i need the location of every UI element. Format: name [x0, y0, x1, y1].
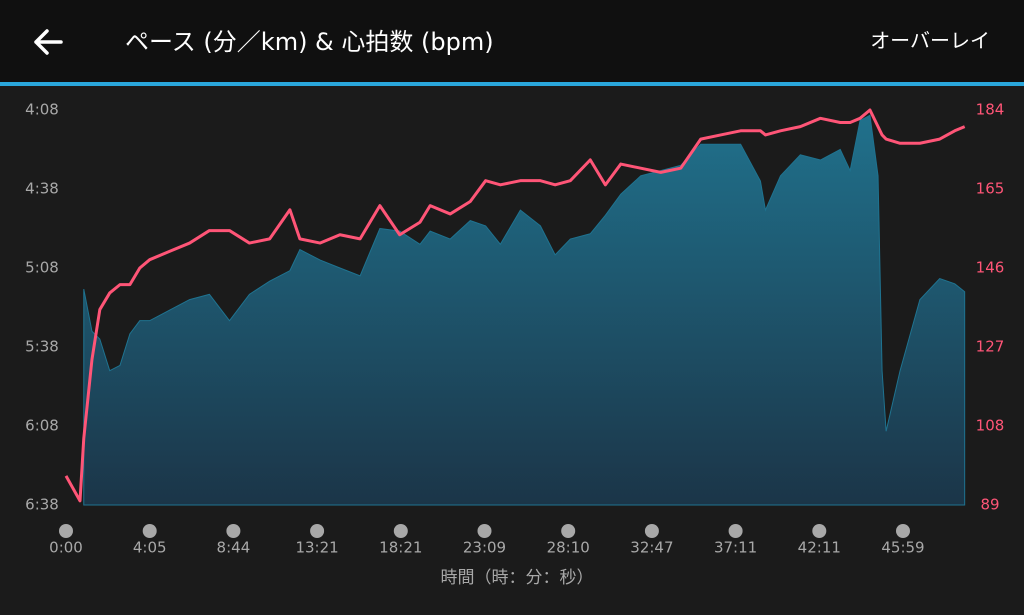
x-tick-dot [226, 524, 241, 538]
x-tick-label: 37:11 [714, 539, 757, 557]
y-tick-label: 6:08 [25, 417, 59, 435]
y2-tick-label: 184 [976, 101, 1005, 119]
heart-rate-line [64, 108, 966, 503]
x-tick-dot [896, 524, 910, 538]
app-bar-underline [0, 82, 1024, 86]
x-tick-dot [728, 524, 743, 538]
chart-title: ペース (分／km) & 心拍数 (bpm) [125, 28, 494, 56]
y2-tick-label: 127 [976, 338, 1005, 356]
overlay-button[interactable]: オーバーレイ [870, 29, 990, 53]
x-tick-dot [477, 524, 492, 538]
y-tick-label: 5:38 [25, 338, 59, 356]
x-tick-dot [393, 524, 408, 538]
x-tick-dot [644, 524, 659, 538]
x-tick-label: 0:00 [49, 539, 83, 557]
x-tick-dot [310, 524, 325, 538]
pace-area [83, 114, 966, 506]
x-tick-label: 18:21 [379, 539, 422, 557]
y2-tick-label: 146 [976, 259, 1005, 277]
y2-tick-label: 165 [976, 180, 1005, 198]
x-tick-label: 45:59 [881, 539, 924, 557]
x-tick-label: 23:09 [463, 539, 506, 557]
back-button[interactable] [34, 29, 63, 55]
x-axis-title: 時間（時：分：秒） [441, 568, 594, 588]
y-tick-label: 6:38 [25, 496, 59, 514]
y-tick-label: 5:08 [25, 259, 59, 277]
app-bar [0, 0, 1024, 83]
y2-tick-label: 108 [976, 417, 1005, 435]
x-tick-dot [812, 524, 827, 538]
x-tick-label: 8:44 [217, 539, 251, 557]
y2-tick-label: 89 [980, 496, 999, 514]
x-tick-dot [59, 524, 73, 538]
x-tick-dot [142, 524, 157, 538]
y-tick-label: 4:38 [25, 180, 59, 198]
x-tick-label: 42:11 [798, 539, 841, 557]
x-tick-label: 4:05 [133, 539, 167, 557]
y-tick-label: 4:08 [25, 101, 59, 119]
x-tick-label: 28:10 [547, 539, 590, 557]
x-tick-dot [561, 524, 576, 538]
x-tick-label: 13:21 [295, 539, 338, 557]
plot: 4:08 4:38 5:08 5:38 6:08 6:38 89 108 127 146 165 18… [25, 101, 1004, 589]
x-tick-label: 32:47 [630, 539, 673, 557]
back-arrow[interactable] [34, 29, 63, 55]
